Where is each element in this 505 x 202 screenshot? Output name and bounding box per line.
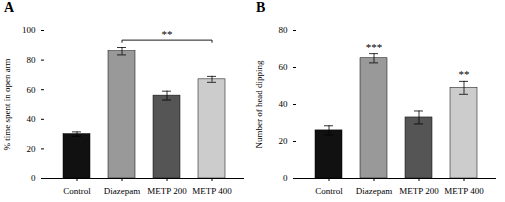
- svg-text:METP 200: METP 200: [147, 186, 187, 196]
- svg-text:0: 0: [31, 173, 36, 183]
- svg-text:**: **: [459, 68, 470, 80]
- svg-text:METP 400: METP 400: [444, 186, 484, 196]
- svg-text:60: 60: [27, 85, 37, 95]
- svg-text:40: 40: [279, 99, 289, 109]
- svg-text:Control: Control: [315, 186, 343, 196]
- html-text:A: A: [4, 0, 15, 15]
- svg-text:20: 20: [279, 136, 289, 146]
- svg-text:80: 80: [279, 25, 289, 35]
- svg-text:Control: Control: [63, 186, 91, 196]
- svg-text:80: 80: [27, 55, 37, 65]
- svg-text:20: 20: [27, 144, 37, 154]
- svg-text:Diazepam: Diazepam: [104, 186, 140, 196]
- svg-text:***: ***: [366, 41, 383, 53]
- svg-text:40: 40: [27, 114, 37, 124]
- html-text:B: B: [256, 0, 266, 15]
- svg-text:METP 200: METP 200: [399, 186, 439, 196]
- svg-text:% time spent in open arm: % time spent in open arm: [2, 58, 12, 150]
- svg-text:0: 0: [283, 173, 288, 183]
- svg-text:METP 400: METP 400: [192, 186, 232, 196]
- svg-text:100: 100: [22, 25, 36, 35]
- svg-text:**: **: [162, 28, 173, 40]
- svg-text:60: 60: [279, 62, 289, 72]
- svg-text:Diazepam: Diazepam: [356, 186, 392, 196]
- svg-text:Number of head dipping: Number of head dipping: [254, 60, 264, 149]
